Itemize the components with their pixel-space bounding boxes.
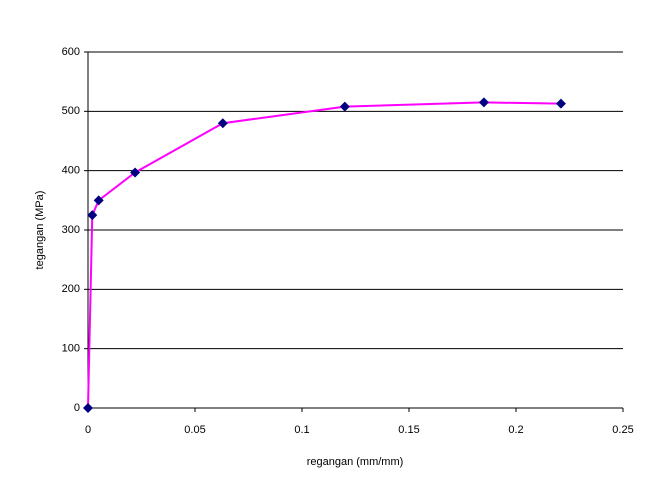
x-tick-label: 0 xyxy=(85,424,91,436)
data-marker xyxy=(93,195,104,206)
y-tick-label: 300 xyxy=(62,224,80,236)
data-marker xyxy=(87,210,98,221)
x-tick-label: 0.25 xyxy=(612,424,633,436)
data-marker xyxy=(130,167,141,178)
y-axis-title: tegangan (MPa) xyxy=(34,191,46,270)
x-tick-label: 0.2 xyxy=(508,424,523,436)
data-marker xyxy=(478,97,489,108)
y-tick-label: 200 xyxy=(62,283,80,295)
y-tick-label: 600 xyxy=(62,46,80,58)
data-marker xyxy=(339,101,350,112)
y-tick-label: 400 xyxy=(62,165,80,177)
data-marker xyxy=(217,118,228,129)
data-line xyxy=(87,101,561,409)
y-tick-label: 0 xyxy=(74,402,80,414)
y-tick-label: 100 xyxy=(62,343,80,355)
data-marker xyxy=(83,403,93,413)
x-tick-label: 0.15 xyxy=(398,424,419,436)
x-tick-label: 0.05 xyxy=(184,424,205,436)
x-tick-label: 0.1 xyxy=(294,424,309,436)
data-marker xyxy=(555,98,566,109)
x-axis-title: regangan (mm/mm) xyxy=(307,456,404,468)
y-tick-label: 500 xyxy=(62,105,80,117)
